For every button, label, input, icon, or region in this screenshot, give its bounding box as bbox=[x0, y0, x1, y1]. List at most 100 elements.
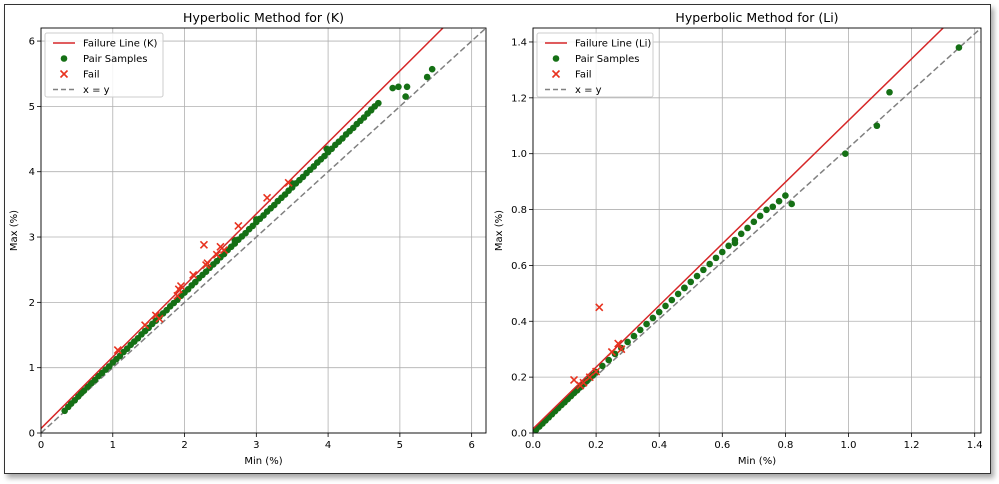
fail-point bbox=[595, 303, 604, 312]
plot-content bbox=[533, 28, 981, 433]
pair-sample-point bbox=[775, 197, 783, 205]
pair-sample-point bbox=[643, 320, 650, 328]
fail-mark-stroke bbox=[113, 345, 122, 355]
failure-line bbox=[533, 28, 944, 430]
fail-point bbox=[141, 321, 150, 330]
y-tick-label: 1.2 bbox=[511, 93, 527, 104]
y-tick-label: 1 bbox=[29, 363, 35, 374]
x-tick-label: 1.0 bbox=[841, 440, 857, 451]
axes-frame bbox=[532, 27, 982, 434]
x-tick-label: 0.0 bbox=[525, 440, 541, 451]
fail-mark-stroke bbox=[569, 375, 579, 384]
y-tick-label: 0.6 bbox=[511, 261, 527, 272]
legend-label: Failure Line (Li) bbox=[575, 39, 651, 50]
fail-point bbox=[284, 178, 293, 187]
pair-sample-point bbox=[873, 122, 881, 130]
fail-point bbox=[203, 259, 212, 268]
fail-point bbox=[219, 246, 229, 255]
plot-content bbox=[41, 28, 486, 433]
identity-line bbox=[533, 28, 981, 433]
legend-label: Fail bbox=[575, 70, 592, 81]
fail-mark-stroke bbox=[141, 321, 150, 330]
pair-sample-point bbox=[428, 65, 436, 73]
pair-sample-point bbox=[718, 248, 726, 256]
pair-sample-point bbox=[731, 239, 739, 247]
x-tick-label: 3 bbox=[253, 440, 259, 451]
pair-sample-point bbox=[788, 200, 796, 208]
fail-point bbox=[199, 240, 208, 249]
pair-sample-point bbox=[624, 338, 631, 346]
pair-sample-point bbox=[636, 326, 644, 334]
pair-sample-point bbox=[403, 83, 411, 91]
fail-mark-stroke bbox=[173, 291, 182, 300]
fail-mark-stroke bbox=[203, 259, 212, 268]
y-tick-label: 6 bbox=[29, 37, 35, 48]
fail-point bbox=[607, 347, 616, 357]
fail-point bbox=[592, 367, 601, 376]
fail-mark-stroke bbox=[212, 250, 221, 259]
fail-mark-stroke bbox=[595, 303, 604, 312]
pair-sample-point bbox=[389, 84, 396, 92]
fail-mark-stroke bbox=[592, 367, 601, 376]
y-tick-label: 0.0 bbox=[511, 429, 527, 440]
fail-point bbox=[189, 270, 198, 279]
chart-title: Hyperbolic Method for (Li) bbox=[675, 10, 838, 25]
chart-title: Hyperbolic Method for (K) bbox=[183, 10, 344, 25]
pair-sample-point bbox=[700, 266, 707, 274]
pair-sample-point bbox=[744, 224, 751, 232]
fail-point bbox=[263, 193, 272, 202]
pair-sample-point bbox=[886, 88, 893, 96]
y-axis-label: Max (%) bbox=[494, 210, 505, 251]
fail-mark-stroke bbox=[284, 178, 293, 187]
pair-sample-point bbox=[687, 278, 695, 286]
pair-sample-point bbox=[712, 254, 720, 262]
y-tick-label: 0.4 bbox=[511, 317, 527, 328]
fail-mark-stroke bbox=[607, 347, 616, 357]
pair-sample-point bbox=[599, 362, 606, 370]
legend-key-pair-samples bbox=[60, 55, 68, 62]
y-tick-label: 0.8 bbox=[511, 205, 527, 216]
y-tick-label: 1.4 bbox=[511, 37, 527, 48]
pair-sample-point bbox=[737, 230, 745, 238]
fail-mark-stroke bbox=[614, 339, 623, 348]
pair-sample-point bbox=[668, 296, 676, 304]
fail-point bbox=[617, 345, 626, 354]
fail-point bbox=[113, 345, 122, 355]
pair-sample-point bbox=[611, 350, 619, 358]
pair-sample-point bbox=[402, 93, 409, 100]
failure-line bbox=[41, 28, 444, 429]
pair-sample-point bbox=[395, 83, 402, 91]
legend: Failure Line (Li) Pair Samples Fail x = y bbox=[536, 32, 654, 98]
fail-mark-stroke bbox=[199, 240, 208, 249]
pair-sample-point bbox=[662, 302, 669, 310]
chart-li: 0.0 0.2 0.4 0.6 0.8 1.0 1.2 1.4 0.0 0.2 0.4 0.6 0.8 1… bbox=[494, 10, 983, 467]
x-tick-label: 1.4 bbox=[967, 440, 983, 451]
x-tick-label: 4 bbox=[325, 440, 331, 451]
pair-sample-point bbox=[782, 192, 789, 199]
pair-sample-point bbox=[367, 106, 375, 113]
pair-sample-point bbox=[725, 242, 732, 250]
x-tick-label: 1.2 bbox=[904, 440, 920, 451]
pair-sample-point bbox=[375, 99, 382, 107]
legend-label: x = y bbox=[575, 85, 602, 96]
fail-mark-stroke bbox=[585, 373, 594, 382]
pair-sample-point bbox=[681, 284, 688, 292]
legend-key-fail bbox=[551, 69, 561, 79]
pair-sample-point bbox=[655, 308, 663, 316]
x-tick-label: 0.8 bbox=[777, 440, 793, 451]
pair-sample-point bbox=[323, 145, 330, 153]
fail-mark-stroke bbox=[189, 270, 198, 279]
figure-frame: 0 1 2 3 4 5 6 0 1 2 3 4 5 6 Hyperbolic Method for (K) M… bbox=[4, 4, 991, 474]
pair-sample-point bbox=[693, 272, 701, 280]
axes-frame bbox=[40, 27, 487, 434]
pair-sample-point bbox=[706, 260, 713, 268]
fail-mark-stroke bbox=[263, 193, 272, 202]
legend-key-pair-samples bbox=[552, 55, 560, 62]
fail-point bbox=[234, 221, 243, 230]
pair-sample-point bbox=[423, 73, 431, 81]
fail-mark-stroke bbox=[234, 221, 243, 230]
y-tick-label: 5 bbox=[29, 102, 35, 113]
x-tick-label: 5 bbox=[397, 440, 403, 451]
pair-sample-point bbox=[842, 150, 849, 157]
x-tick-label: 0.2 bbox=[588, 440, 604, 451]
